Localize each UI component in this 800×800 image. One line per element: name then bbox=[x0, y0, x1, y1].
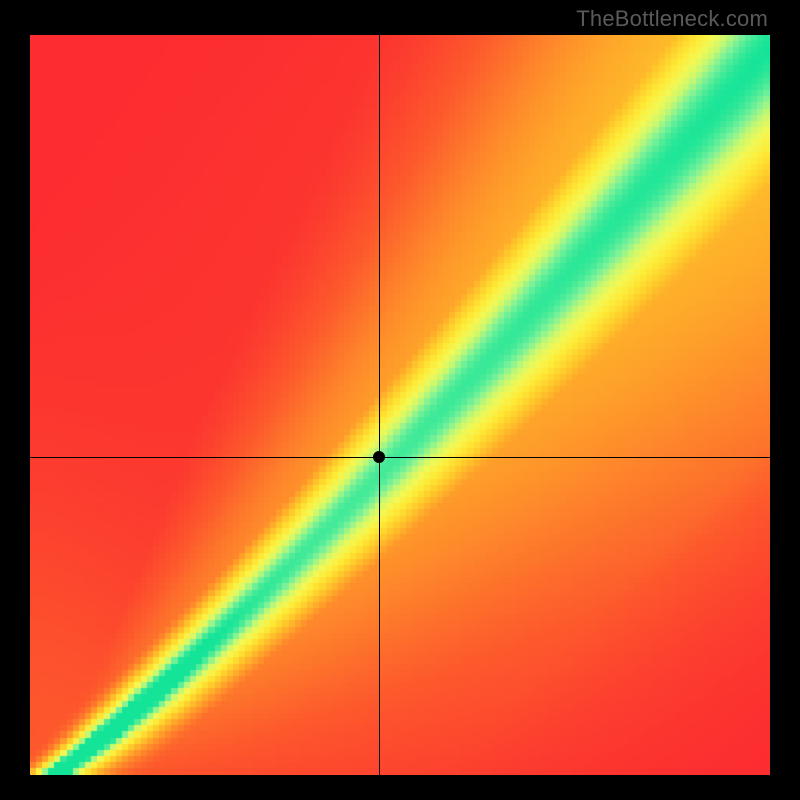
watermark-text: TheBottleneck.com bbox=[576, 6, 768, 32]
heatmap-canvas bbox=[30, 35, 770, 775]
heatmap-plot bbox=[30, 35, 770, 775]
crosshair-marker-dot bbox=[373, 451, 385, 463]
crosshair-vertical-line bbox=[379, 35, 380, 775]
crosshair-horizontal-line bbox=[30, 457, 770, 458]
